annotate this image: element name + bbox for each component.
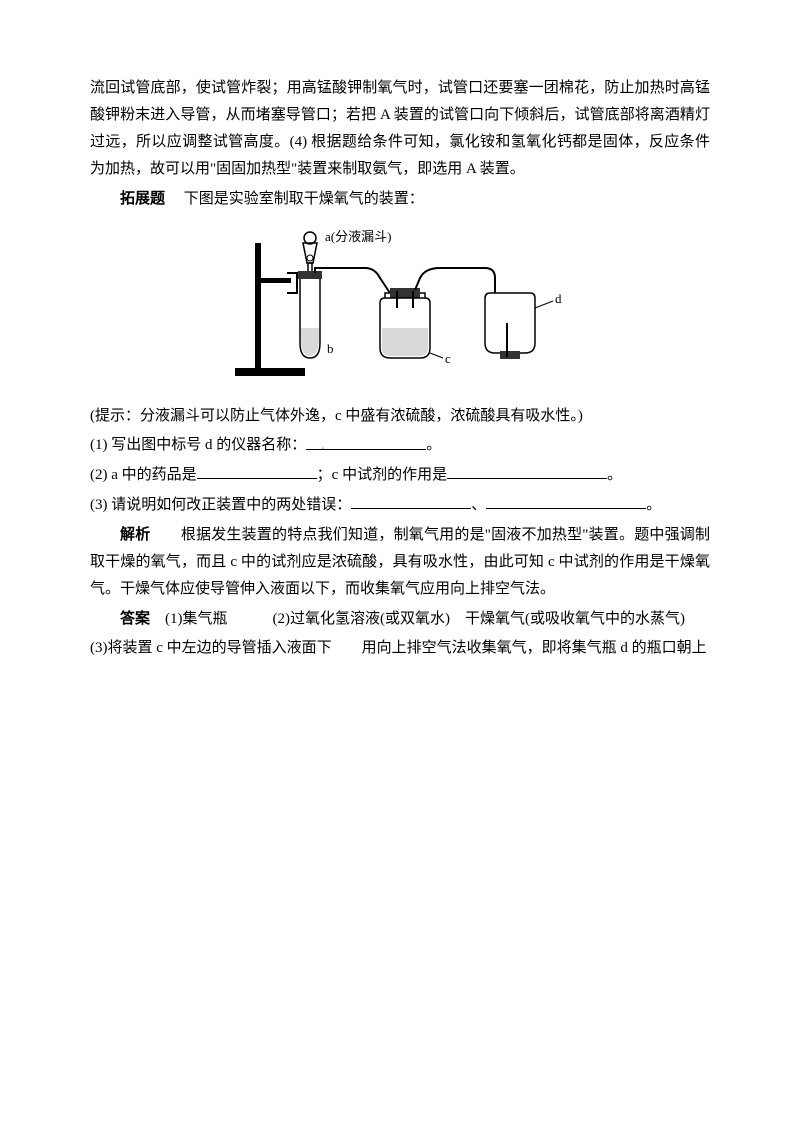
- q1-row: (1) 写出图中标号 d 的仪器名称： . 。: [90, 432, 710, 459]
- pointer-c: [430, 353, 443, 358]
- stand-base: [235, 368, 305, 376]
- liquid-b: [301, 328, 319, 356]
- tube-bc: [315, 268, 390, 293]
- q2-suffix: 。: [607, 467, 622, 483]
- bottle-d: [485, 293, 535, 353]
- spacer-ans: [150, 611, 165, 627]
- bottle-d-mouth: [500, 351, 520, 359]
- label-d: d: [555, 291, 562, 306]
- analysis-label: 解析: [120, 526, 150, 543]
- section-title-text: [169, 191, 184, 207]
- q1-prefix: (1) 写出图中标号 d 的仪器名称：: [90, 437, 306, 453]
- section-title-row: 拓展题 下图是实验室制取干燥氧气的装置：: [90, 185, 710, 213]
- analysis-text: 根据发生装置的特点我们知道，制氧气用的是"固液不加热型"装置。题中强调制取干燥的…: [90, 527, 710, 597]
- label-b: b: [327, 341, 334, 356]
- stand-pole: [255, 243, 261, 371]
- q2-mid: ；c 中试剂的作用是: [317, 467, 447, 483]
- q2-blank2: [447, 461, 607, 479]
- q3-blank1: [351, 491, 471, 509]
- diagram-svg: a(分液漏斗) b c d: [215, 223, 585, 383]
- answer-2: (2)过氧化氢溶液(或双氧水) 干燥氧气(或吸收氧气中的水蒸气): [273, 611, 685, 627]
- label-a: a(分液漏斗): [325, 229, 391, 244]
- dot-icon: .: [306, 437, 325, 453]
- hint-row: (提示：分液漏斗可以防止气体外逸，c 中盛有浓硫酸，浓硫酸具有吸水性。): [90, 403, 710, 430]
- q2-row: (2) a 中的药品是 ；c 中试剂的作用是 。: [90, 461, 710, 489]
- apparatus-diagram: a(分液漏斗) b c d: [90, 223, 710, 393]
- liquid-c: [382, 328, 428, 356]
- q3-sep: 、: [471, 497, 486, 513]
- section-text: 下图是实验室制取干燥氧气的装置：: [184, 191, 424, 207]
- funnel-stopcock: [307, 255, 313, 261]
- q3-prefix: (3) 请说明如何改正装置中的两处错误：: [90, 497, 351, 513]
- section-label: 拓展题: [120, 190, 165, 207]
- q1-suffix: 。: [426, 437, 441, 453]
- answer-row-2: (3)将装置 c 中左边的导管插入液面下 用向上排空气法收集氧气，即将集气瓶 d…: [90, 635, 710, 662]
- funnel-body: [303, 243, 317, 263]
- tube-cd: [415, 268, 495, 293]
- q3-row: (3) 请说明如何改正装置中的两处错误： 、 。: [90, 491, 710, 519]
- q3-blank2: [486, 491, 646, 509]
- answer-1: (1)集气瓶: [165, 611, 228, 627]
- q2-prefix: (2) a 中的药品是: [90, 467, 197, 483]
- clamp-arm: [261, 278, 291, 283]
- q2-blank1: [197, 461, 317, 479]
- funnel-top: [304, 232, 316, 244]
- gap1: [228, 611, 273, 627]
- pointer-d: [535, 301, 553, 308]
- answer-3: (3)将装置 c 中左边的导管插入液面下 用向上排空气法收集氧气，即将集气瓶 d…: [90, 640, 707, 656]
- intro-paragraph: 流回试管底部，使试管炸裂；用高锰酸钾制氧气时，试管口还要塞一团棉花，防止加热时高…: [90, 75, 710, 183]
- q3-suffix: 。: [646, 497, 661, 513]
- q1-blank: .: [306, 432, 426, 450]
- spacer-a: [150, 527, 180, 543]
- label-c: c: [445, 351, 451, 366]
- answer-row: 答案 (1)集气瓶 (2)过氧化氢溶液(或双氧水) 干燥氧气(或吸收氧气中的水蒸…: [90, 605, 710, 633]
- stopper-b: [298, 271, 322, 279]
- answer-label: 答案: [120, 610, 150, 627]
- analysis-row: 解析 根据发生装置的特点我们知道，制氧气用的是"固液不加热型"装置。题中强调制取…: [90, 521, 710, 603]
